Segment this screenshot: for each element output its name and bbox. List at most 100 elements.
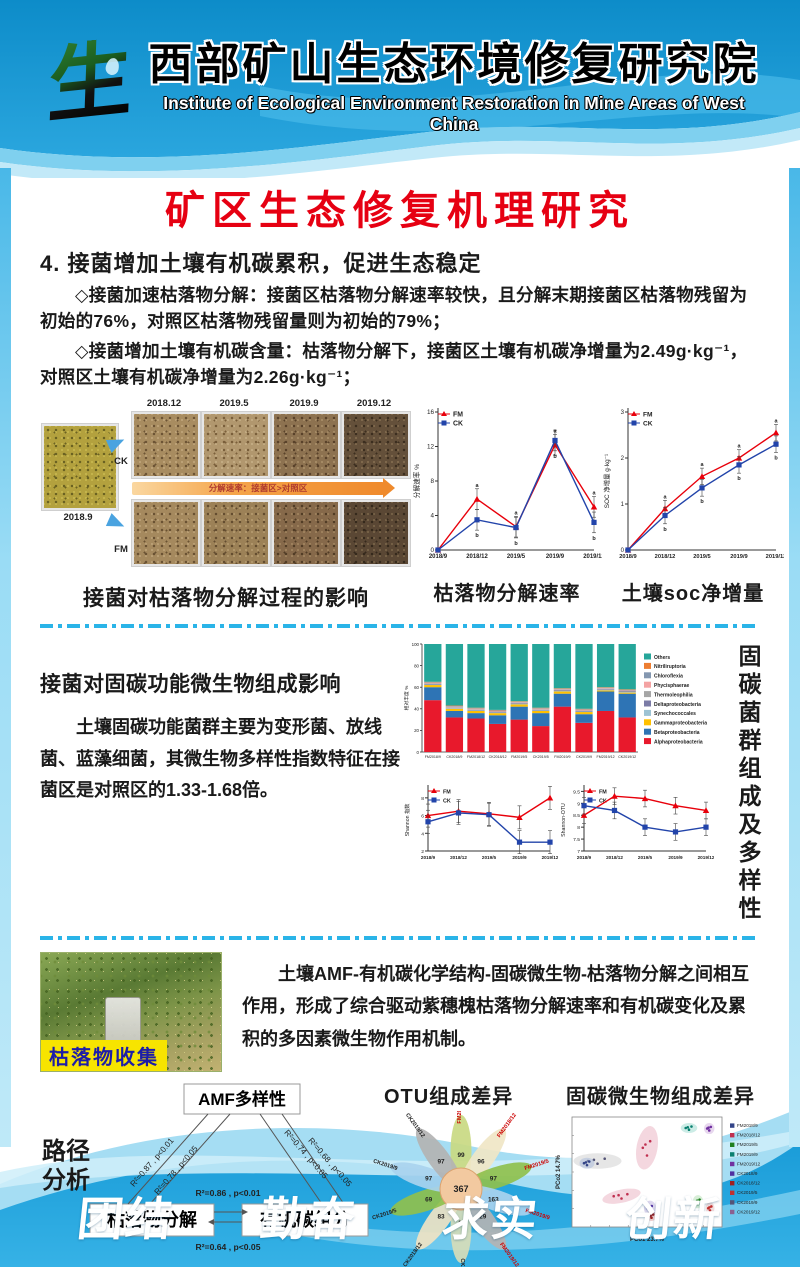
svg-text:6: 6 bbox=[421, 814, 424, 820]
svg-text:9.5: 9.5 bbox=[573, 789, 580, 795]
svg-text:2019/9: 2019/9 bbox=[512, 855, 527, 860]
otu-flower-figure: OTU组成差异 367 99 FM2018/9 96 FM2018/12 97 FM2019… bbox=[370, 1080, 552, 1267]
svg-text:96: 96 bbox=[477, 1158, 485, 1165]
svg-text:Chloroflexia: Chloroflexia bbox=[654, 674, 683, 680]
litter-photo-FM-2019.12 bbox=[342, 500, 410, 566]
svg-text:FM: FM bbox=[443, 789, 451, 795]
svg-text:Thermoleophilia: Thermoleophilia bbox=[654, 692, 693, 698]
svg-text:2018/9: 2018/9 bbox=[421, 855, 436, 860]
svg-text:CK2019/5: CK2019/5 bbox=[533, 755, 549, 759]
svg-text:2018/12: 2018/12 bbox=[655, 554, 676, 560]
svg-text:2019/5: 2019/5 bbox=[507, 554, 526, 560]
soc-gain-chart: 0 1 2 3 2018/9 2018/12 2019/5 2019/9 2019/12 SOC … bbox=[602, 398, 786, 606]
litter-photo-CK-2019.12 bbox=[342, 412, 410, 478]
decomposition-rate-arrow: 分解速率：接菌区>对照区 bbox=[132, 478, 395, 498]
svg-text:Shannon-OTU: Shannon-OTU bbox=[561, 803, 567, 837]
path-analysis-figure: 路径分析 AMF多样性 枯落物分解 有机碳组分 R²=0.87 , p<0.01 R²=… bbox=[40, 1080, 370, 1257]
svg-text:枯落物分解: 枯落物分解 bbox=[107, 1209, 197, 1230]
svg-text:2018/9: 2018/9 bbox=[429, 554, 448, 560]
svg-text:2018/9: 2018/9 bbox=[577, 855, 592, 860]
row-label-FM: FM bbox=[114, 544, 128, 555]
svg-text:Shannon 指数: Shannon 指数 bbox=[403, 803, 411, 837]
svg-text:3: 3 bbox=[621, 410, 625, 416]
row-label-CK: CK bbox=[114, 456, 128, 467]
svg-text:CK2019/9: CK2019/9 bbox=[372, 1159, 398, 1172]
section-paragraph-2: ◇接菌增加土壤有机碳含量：枯落物分解下，接菌区土壤有机碳净增量为2.49g·kg… bbox=[40, 340, 748, 387]
svg-text:a: a bbox=[737, 444, 741, 450]
svg-text:97: 97 bbox=[437, 1158, 445, 1165]
header: 生 西部矿山生态环境修复研究院 Institute of Ecological … bbox=[0, 28, 800, 150]
svg-text:CK2019/12: CK2019/12 bbox=[618, 755, 636, 759]
svg-text:Phycisphaerae: Phycisphaerae bbox=[654, 683, 690, 689]
photo-figure-caption: 接菌对枯落物分解过程的影响 bbox=[83, 587, 369, 610]
svg-text:FM2018/12: FM2018/12 bbox=[737, 1133, 761, 1138]
svg-text:2019/5: 2019/5 bbox=[693, 554, 711, 560]
motto-word: 团结 bbox=[74, 1192, 177, 1246]
svg-text:FM2018/12: FM2018/12 bbox=[496, 1112, 517, 1138]
svg-text:b: b bbox=[592, 536, 596, 542]
svg-text:FM2019/9: FM2019/9 bbox=[554, 755, 570, 759]
blue-arrow-down-icon bbox=[105, 513, 128, 533]
litter-photo-figure: 2018.9 2018.12 2019.5 2019.9 2019.12 CK FM 分解速率… bbox=[40, 398, 412, 576]
svg-text:CK: CK bbox=[599, 798, 607, 804]
svg-text:相对丰度 %: 相对丰度 % bbox=[403, 685, 410, 711]
svg-text:9: 9 bbox=[577, 801, 580, 807]
svg-text:FM2019/5: FM2019/5 bbox=[511, 755, 527, 759]
svg-text:2018/12: 2018/12 bbox=[466, 554, 488, 560]
svg-text:8: 8 bbox=[430, 478, 434, 485]
svg-text:CK2019/9: CK2019/9 bbox=[576, 755, 592, 759]
svg-text:Betaproteobacteria: Betaproteobacteria bbox=[654, 730, 700, 736]
svg-text:8.5: 8.5 bbox=[573, 813, 580, 819]
svg-text:7: 7 bbox=[577, 849, 580, 855]
motto-word: 求实 bbox=[440, 1192, 542, 1246]
svg-text:8: 8 bbox=[577, 825, 580, 831]
svg-text:b: b bbox=[514, 541, 518, 547]
svg-text:FM2018/9: FM2018/9 bbox=[425, 755, 441, 759]
svg-text:40: 40 bbox=[414, 707, 419, 712]
svg-text:0: 0 bbox=[621, 548, 625, 554]
svg-text:FM: FM bbox=[599, 789, 607, 795]
svg-text:0: 0 bbox=[417, 750, 420, 755]
calligraphy-logo-glyph: 生 bbox=[45, 27, 135, 136]
svg-text:PCo2 14.7%: PCo2 14.7% bbox=[556, 1154, 562, 1189]
svg-text:CK: CK bbox=[453, 420, 463, 427]
svg-text:2018/12: 2018/12 bbox=[450, 855, 467, 860]
bottom-figures-row: 路径分析 AMF多样性 枯落物分解 有机碳组分 R²=0.87 , p<0.01 R²=… bbox=[40, 1080, 761, 1267]
svg-text:0: 0 bbox=[430, 547, 434, 554]
svg-text:CK2019/5: CK2019/5 bbox=[737, 1190, 758, 1195]
svg-text:R²=0.86 , p<0.01: R²=0.86 , p<0.01 bbox=[196, 1188, 261, 1198]
svg-text:83: 83 bbox=[437, 1214, 445, 1221]
decomposition-rate-chart: 0 4 8 12 16 2018/9 2018/12 2019/5 2019/9 2019/12 分… bbox=[412, 398, 605, 606]
microbe-paragraph: 土壤固碳功能菌群主要为变形菌、放线菌、蓝藻细菌，其微生物多样性指数特征在接菌区是… bbox=[40, 717, 400, 800]
svg-text:FM: FM bbox=[643, 411, 653, 418]
left-edge-stripe bbox=[0, 168, 11, 1147]
institute-logo: 生 bbox=[46, 28, 138, 150]
svg-text:129: 129 bbox=[476, 1214, 487, 1221]
svg-text:CK: CK bbox=[643, 420, 653, 427]
svg-text:CK2018/9: CK2018/9 bbox=[737, 1171, 758, 1176]
svg-text:46: 46 bbox=[457, 1220, 465, 1227]
svg-text:2019/9: 2019/9 bbox=[546, 554, 565, 560]
svg-text:a: a bbox=[592, 491, 596, 497]
svg-text:FM2018/9: FM2018/9 bbox=[457, 1111, 463, 1124]
svg-text:CK2019/12: CK2019/12 bbox=[737, 1209, 760, 1214]
right-edge-stripe bbox=[789, 168, 800, 1147]
path-analysis-label: 路径分析 bbox=[42, 1138, 90, 1194]
svg-text:99: 99 bbox=[457, 1152, 465, 1159]
svg-text:FM2019/9: FM2019/9 bbox=[737, 1152, 758, 1157]
svg-text:80: 80 bbox=[414, 663, 419, 668]
decomposition-rate-plot: 0 4 8 12 16 2018/9 2018/12 2019/5 2019/9 2019/12 分… bbox=[412, 408, 605, 560]
svg-text:FM2019/5: FM2019/5 bbox=[524, 1159, 550, 1172]
initial-photo-date: 2018.9 bbox=[63, 512, 93, 523]
institute-name-en: Institute of Ecological Environment Rest… bbox=[163, 92, 745, 134]
litter-photo-CK-2019.9 bbox=[272, 412, 340, 478]
microbe-section: 接菌对固碳功能微生物组成影响 土壤固碳功能菌群主要为变形菌、放线菌、蓝藻细菌，其… bbox=[40, 640, 761, 924]
amf-paragraph: 土壤AMF-有机碳化学结构-固碳微生物-枯落物分解之间相互作用，形成了综合驱动紫… bbox=[242, 964, 749, 1049]
svg-text:163: 163 bbox=[488, 1197, 499, 1204]
svg-text:a: a bbox=[514, 510, 518, 516]
litter-photo-CK-2018.12 bbox=[132, 412, 200, 478]
svg-text:97: 97 bbox=[490, 1175, 498, 1182]
svg-text:60: 60 bbox=[414, 685, 419, 690]
